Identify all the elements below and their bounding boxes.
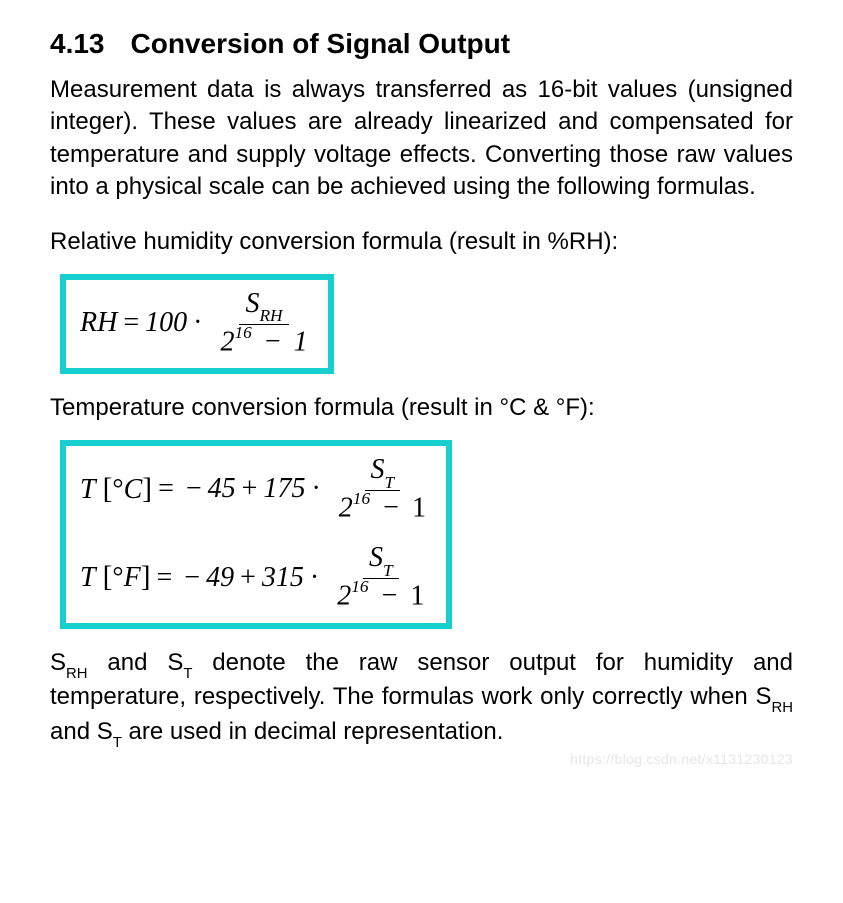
- section-title: Conversion of Signal Output: [131, 28, 511, 60]
- explain-s1-sub: RH: [66, 666, 88, 682]
- explain-s4-sub: T: [113, 735, 122, 751]
- s-t-1: ST: [167, 649, 192, 676]
- plus-op: +: [242, 473, 258, 505]
- temp-f-num-sub: T: [383, 561, 393, 580]
- dot-op: ·: [310, 562, 319, 594]
- minus-op: −: [382, 580, 398, 611]
- rh-den-base: 2: [220, 326, 234, 357]
- rh-denom: 216 − 1: [214, 325, 313, 359]
- s-rh-1: SRH: [50, 649, 88, 676]
- temp-f-fraction: ST 216 − 1: [331, 542, 430, 612]
- rh-lead: Relative humidity conversion formula (re…: [50, 226, 793, 258]
- temp-f-formula: T [°F] = − 49 + 315 · ST 216 − 1: [80, 542, 432, 612]
- explain-mid2: and: [50, 718, 97, 745]
- temp-f-offset: 49: [206, 562, 234, 594]
- rh-numer: SRH: [239, 288, 288, 325]
- minus-op: −: [383, 492, 399, 523]
- temp-c-denom: 216 − 1: [333, 491, 432, 525]
- explain-s4-base: S: [97, 718, 113, 745]
- minus-op: −: [265, 326, 281, 357]
- rh-formula-box: RH = 100 · SRH 216 − 1: [60, 274, 334, 374]
- explain-s3-sub: RH: [772, 700, 794, 716]
- temp-f-unit: F: [124, 562, 141, 593]
- explain-s1-base: S: [50, 649, 66, 676]
- explain-paragraph: SRH and ST denote the raw sensor output …: [50, 647, 793, 752]
- dot-op: ·: [193, 307, 202, 339]
- temp-c-num-sym: S: [371, 454, 385, 485]
- rh-num-sym: S: [245, 288, 259, 319]
- equals-sign: =: [123, 307, 139, 339]
- temp-c-den-base: 2: [339, 492, 353, 523]
- temp-f-den-tail: 1: [410, 580, 424, 611]
- temp-c-lhs: T [°C]: [80, 473, 152, 506]
- temp-c-offset: 45: [208, 473, 236, 505]
- temp-c-fraction: ST 216 − 1: [333, 454, 432, 524]
- temp-c-numer: ST: [365, 454, 401, 491]
- rh-coef: 100: [145, 307, 187, 339]
- section-heading: 4.13 Conversion of Signal Output: [50, 28, 793, 60]
- minus-op: −: [184, 562, 200, 594]
- intro-paragraph: Measurement data is always transferred a…: [50, 74, 793, 204]
- plus-op: +: [240, 562, 256, 594]
- watermark: https://blog.csdn.net/x1131230123: [570, 751, 793, 767]
- temp-formula-box: T [°C] = − 45 + 175 · ST 216 − 1 T [°F] …: [60, 440, 452, 628]
- s-t-2: ST: [97, 718, 122, 745]
- temp-c-unit: C: [124, 474, 143, 505]
- explain-s2-sub: T: [183, 666, 192, 682]
- temp-c-num-sub: T: [385, 473, 395, 492]
- section-number: 4.13: [50, 28, 105, 60]
- temp-c-formula: T [°C] = − 45 + 175 · ST 216 − 1: [80, 454, 432, 524]
- temp-c-den-tail: 1: [412, 492, 426, 523]
- temp-f-lhs: T [°F]: [80, 561, 150, 594]
- temp-f-denom: 216 − 1: [331, 579, 430, 613]
- temp-f-slope: 315: [262, 562, 304, 594]
- minus-op: −: [186, 473, 202, 505]
- temp-f-den-base: 2: [337, 580, 351, 611]
- rh-fraction: SRH 216 − 1: [214, 288, 313, 358]
- equals-sign: =: [156, 562, 172, 594]
- rh-den-exp: 16: [234, 323, 251, 342]
- temp-lead: Temperature conversion formula (result i…: [50, 392, 793, 424]
- explain-s3-base: S: [755, 683, 771, 710]
- temp-f-num-sym: S: [369, 542, 383, 573]
- rh-formula: RH = 100 · SRH 216 − 1: [80, 288, 314, 358]
- explain-tail: are used in decimal representation.: [122, 718, 504, 745]
- s-rh-2: SRH: [755, 683, 793, 710]
- page: 4.13 Conversion of Signal Output Measure…: [0, 0, 843, 803]
- explain-pre: and: [88, 649, 168, 676]
- temp-c-slope: 175: [263, 473, 305, 505]
- dot-op: ·: [311, 473, 320, 505]
- temp-f-den-exp: 16: [351, 577, 368, 596]
- equals-sign: =: [158, 473, 174, 505]
- explain-s2-base: S: [167, 649, 183, 676]
- temp-c-den-exp: 16: [353, 489, 370, 508]
- rh-den-tail: 1: [294, 326, 308, 357]
- rh-lhs: RH: [80, 307, 117, 339]
- temp-f-numer: ST: [363, 542, 399, 579]
- rh-num-sub: RH: [259, 306, 282, 325]
